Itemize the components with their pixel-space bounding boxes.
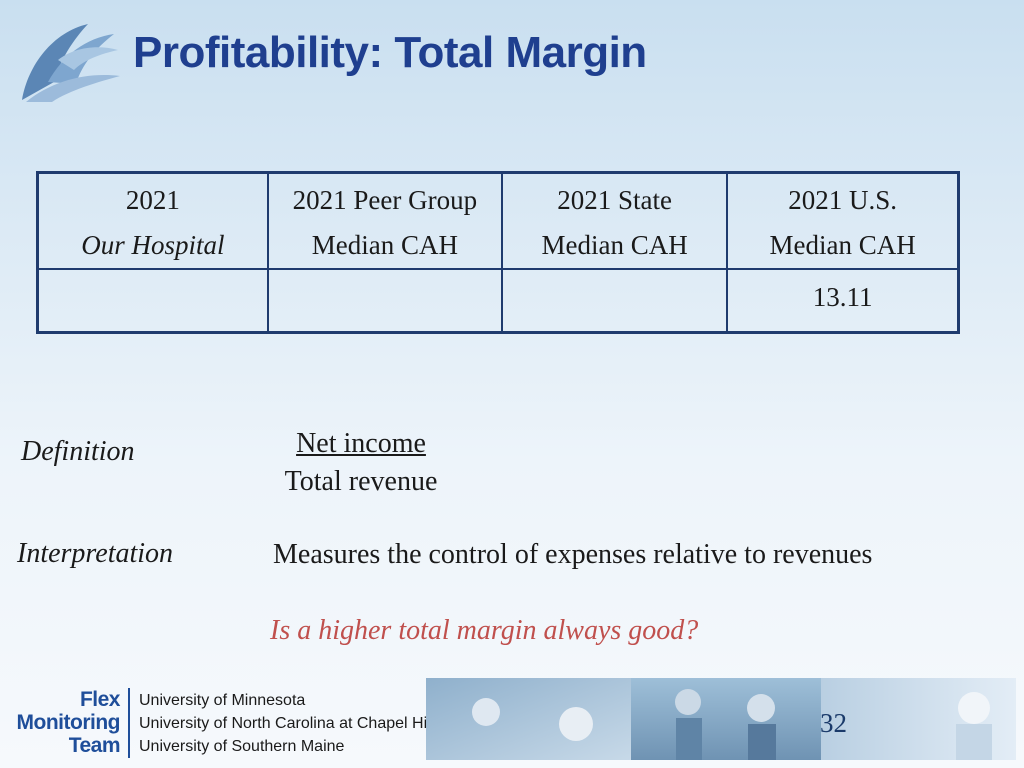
- header-subtitle: Median CAH: [311, 230, 458, 260]
- photo-strip-image: [426, 678, 1016, 760]
- header-state: 2021 State Median CAH: [500, 171, 729, 270]
- university-list: University of Minnesota University of No…: [139, 689, 434, 758]
- header-subtitle: Median CAH: [769, 230, 916, 260]
- total-margin-table: 2021 Our Hospital 2021 Peer Group Median…: [36, 171, 960, 334]
- formula-numerator: Net income: [296, 428, 426, 459]
- flex-monitoring-team-logo: Flex Monitoring Team: [14, 688, 121, 757]
- page-number: 32: [820, 708, 847, 738]
- logo-line: Team: [68, 734, 121, 757]
- header-year: 2021 U.S.: [788, 185, 897, 215]
- university-item: University of Minnesota: [139, 692, 306, 709]
- discussion-question: Is a higher total margin always good?: [270, 615, 699, 646]
- value-state: [500, 268, 729, 334]
- interpretation-label: Interpretation: [17, 538, 174, 569]
- table-row: 13.11: [36, 268, 960, 334]
- table-header-row: 2021 Our Hospital 2021 Peer Group Median…: [36, 171, 960, 270]
- definition-formula: Net income Total revenue: [270, 426, 452, 502]
- header-peer-group: 2021 Peer Group Median CAH: [266, 171, 503, 270]
- logo-line: Flex: [79, 688, 121, 711]
- interpretation-text: Measures the control of expenses relativ…: [273, 539, 873, 570]
- footer-divider: [128, 688, 130, 758]
- value-peer-group: [266, 268, 503, 334]
- logo-line: Monitoring: [16, 711, 121, 734]
- university-item: University of North Carolina at Chapel H…: [139, 715, 435, 732]
- header-subtitle: Our Hospital: [81, 230, 225, 260]
- header-our-hospital: 2021 Our Hospital: [36, 171, 269, 270]
- formula-denominator: Total revenue: [284, 466, 438, 497]
- slide-title: Profitability: Total Margin: [133, 28, 647, 77]
- header-subtitle: Median CAH: [541, 230, 688, 260]
- header-year: 2021: [125, 185, 180, 215]
- value-our-hospital: [36, 268, 269, 334]
- header-year: 2021 Peer Group: [292, 185, 478, 215]
- definition-label: Definition: [21, 436, 135, 467]
- university-item: University of Southern Maine: [139, 738, 345, 755]
- header-us: 2021 U.S. Median CAH: [726, 171, 960, 270]
- sail-logo-icon: [22, 24, 120, 102]
- header-year: 2021 State: [557, 185, 672, 215]
- value-us: 13.11: [726, 268, 960, 334]
